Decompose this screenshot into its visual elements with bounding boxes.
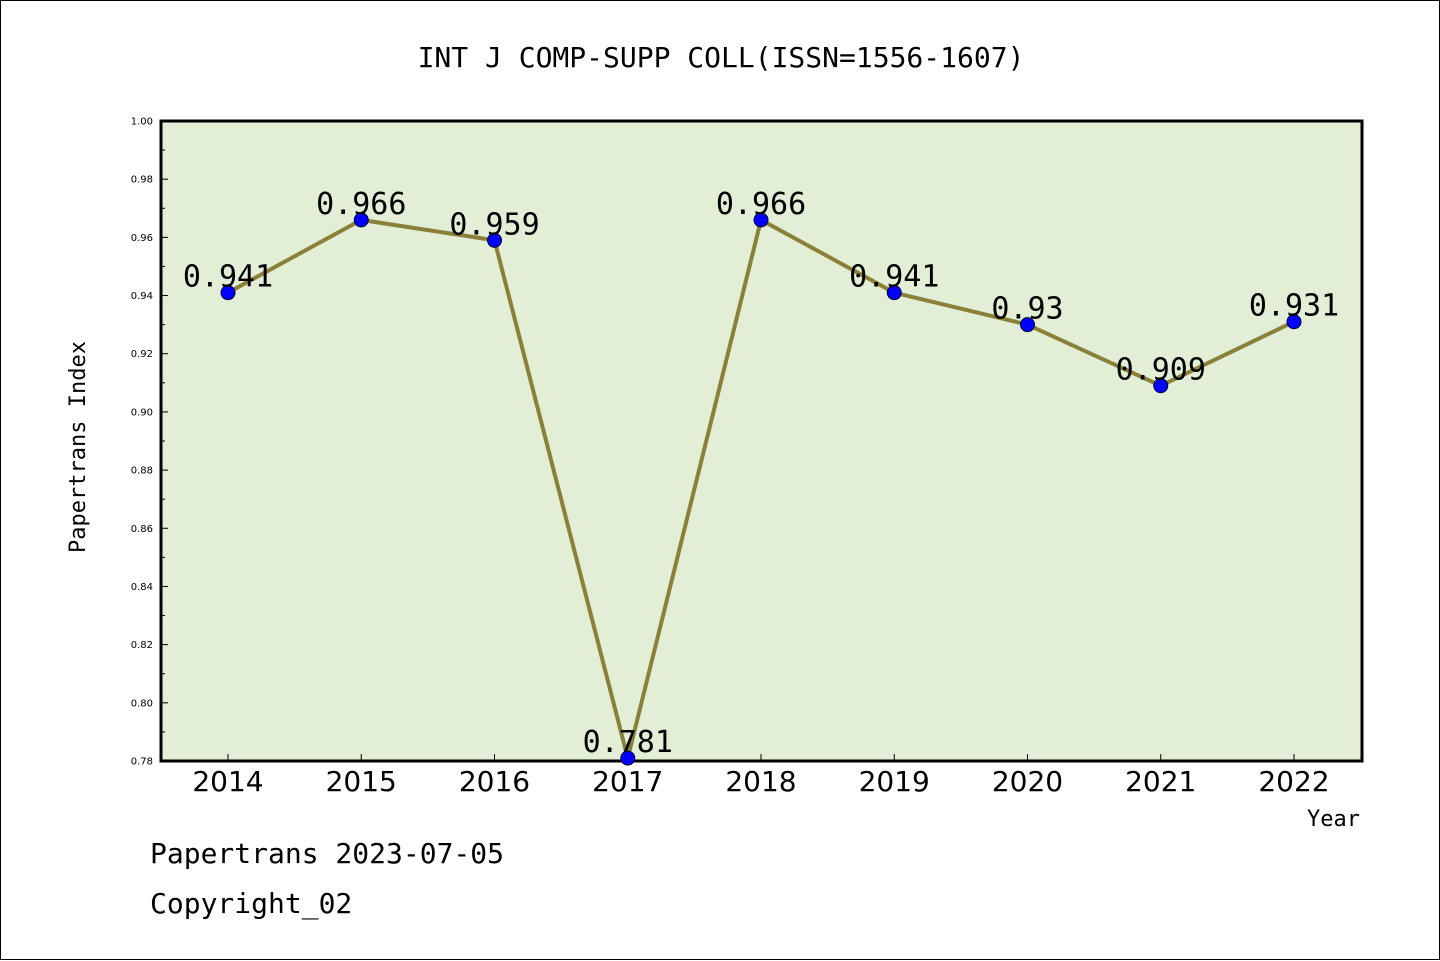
data-label: 0.93	[991, 292, 1063, 327]
x-tick-label: 2015	[326, 765, 397, 798]
y-axis-title: Papertrans Index	[66, 341, 91, 553]
data-point	[620, 750, 636, 766]
data-point	[353, 212, 369, 228]
x-tick-label: 2014	[192, 765, 263, 798]
y-tick-label: 0.96	[131, 233, 153, 244]
x-tick-label: 2017	[592, 765, 663, 798]
y-tick-label: 0.80	[131, 698, 153, 709]
x-tick-label: 2021	[1125, 765, 1196, 798]
data-label: 0.781	[583, 725, 673, 760]
data-point	[220, 285, 236, 301]
x-tick-label: 2019	[859, 765, 930, 798]
data-point	[1286, 314, 1302, 330]
data-label: 0.959	[449, 207, 539, 242]
y-tick-label: 0.94	[131, 291, 153, 302]
y-tick-label: 0.92	[131, 349, 153, 360]
x-tick-label: 2018	[725, 765, 796, 798]
data-label: 0.966	[316, 187, 406, 222]
x-tick-label: 2020	[992, 765, 1063, 798]
data-label: 0.909	[1116, 353, 1206, 388]
plot-area	[159, 119, 1364, 763]
footer-date: Papertrans 2023-07-05	[150, 837, 505, 870]
x-tick-label: 2022	[1258, 765, 1329, 798]
y-tick-label: 0.98	[131, 175, 153, 186]
y-tick-label: 0.86	[131, 524, 153, 535]
x-axis: 2014 2015 2016 2017 2018 2019 2020 2021 2022	[192, 754, 1330, 798]
y-axis: 0.78 0.80 0.82 0.84 0.86 0.88 0.90 0.92 0.94 0.96…	[131, 117, 168, 768]
chart-title: INT J COMP-SUPP COLL(ISSN=1556-1607)	[418, 41, 1025, 74]
y-tick-label: 0.84	[131, 582, 153, 593]
footer-copyright: Copyright_02	[150, 887, 353, 920]
data-labels: 0.941 0.966 0.959 0.781 0.966 0.941 0.93 0.909 0…	[183, 187, 1339, 760]
y-tick-label: 0.90	[131, 407, 153, 418]
y-tick-label: 0.88	[131, 466, 153, 477]
data-label: 0.966	[716, 187, 806, 222]
x-axis-title: Year	[1307, 807, 1360, 832]
y-tick-label: 0.82	[131, 640, 153, 651]
data-label: 0.941	[849, 260, 939, 295]
data-point	[886, 285, 902, 301]
data-label: 0.941	[183, 260, 273, 295]
data-label: 0.931	[1249, 289, 1339, 324]
data-point	[1153, 378, 1169, 394]
data-point	[487, 232, 502, 248]
x-tick-label: 2016	[459, 765, 530, 798]
y-tick-label: 0.78	[131, 757, 153, 768]
series	[220, 212, 1302, 766]
y-tick-label: 1.00	[131, 117, 153, 128]
data-point	[753, 212, 769, 228]
data-point	[1020, 317, 1035, 333]
